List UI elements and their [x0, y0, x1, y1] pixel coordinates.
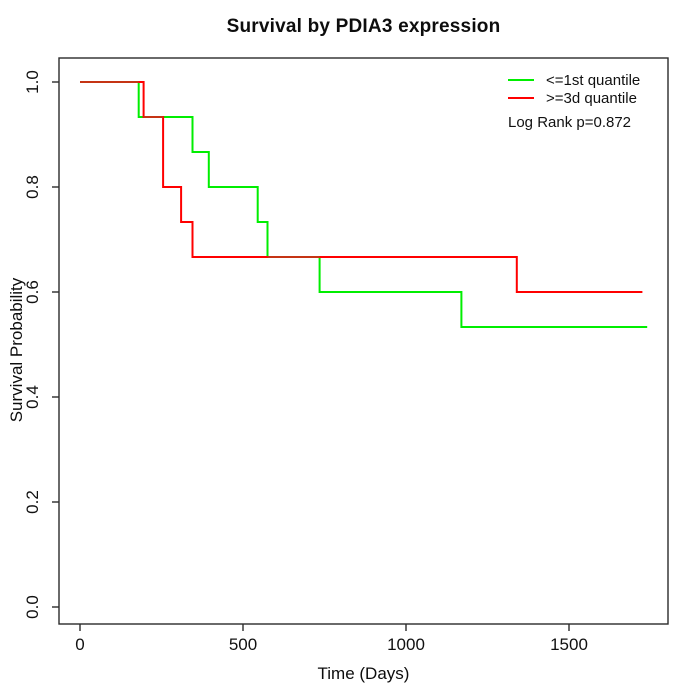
legend-line-red	[508, 97, 534, 99]
y-axis-label: Survival Probability	[7, 277, 26, 423]
plot-box	[58, 57, 669, 625]
survival-curve-third-quantile	[80, 81, 643, 293]
legend-item-third-quantile: >=3d quantile	[508, 89, 640, 107]
x-tick-label: 1000	[387, 635, 425, 654]
legend-label-third-quantile: >=3d quantile	[546, 89, 637, 107]
y-tick-label: 0.2	[23, 490, 42, 514]
x-tick-label: 0	[75, 635, 84, 654]
legend: <=1st quantile >=3d quantile Log Rank p=…	[508, 71, 640, 132]
legend-line-green	[508, 79, 534, 81]
survival-curve-first-quantile	[80, 81, 648, 328]
y-tick-label: 0.0	[23, 595, 42, 619]
y-tick-label: 0.6	[23, 280, 42, 304]
y-tick-label: 0.4	[23, 385, 42, 409]
x-axis-label: Time (Days)	[317, 664, 410, 683]
log-rank-pvalue: Log Rank p=0.872	[508, 114, 632, 131]
legend-label-first-quantile: <=1st quantile	[546, 71, 641, 89]
legend-item-first-quantile: <=1st quantile	[508, 71, 640, 89]
x-tick-label: 500	[229, 635, 257, 654]
chart-title: Survival by PDIA3 expression	[226, 16, 501, 37]
x-tick-label: 1500	[550, 635, 588, 654]
y-tick-label: 0.8	[23, 175, 42, 199]
y-tick-label: 1.0	[23, 70, 42, 94]
